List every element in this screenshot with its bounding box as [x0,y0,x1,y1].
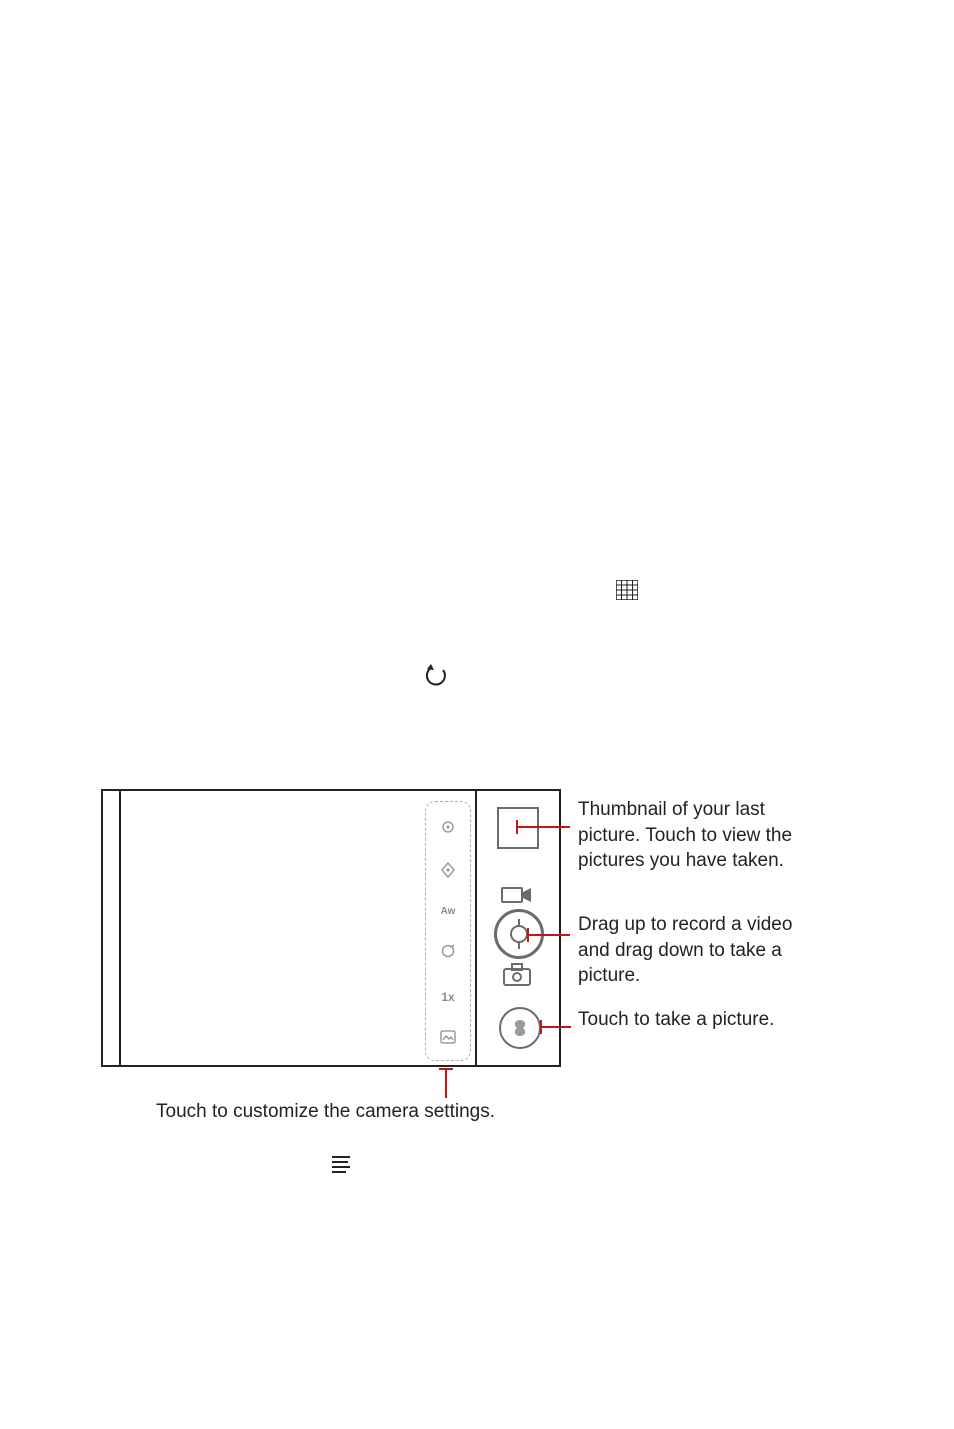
callout-tick-shutter [527,928,529,942]
photo-mode-icon [503,963,531,992]
last-photo-thumbnail[interactable] [497,807,539,849]
menu-lines-icon [330,1155,352,1173]
callout-leader-thumbnail [516,826,570,828]
flash-icon[interactable] [426,820,470,834]
callout-text-switch: Touch to take a picture. [578,1007,798,1033]
callout-text-settings: Touch to customize the camera settings. [156,1099,556,1125]
back-arrow-icon [423,664,449,693]
callout-tick-thumbnail [516,820,518,834]
callout-leader-settings [445,1068,447,1098]
callout-tick-settings [439,1068,453,1070]
zoom-label[interactable]: 1x [426,990,470,1004]
video-mode-icon [501,885,533,910]
gallery-mini-icon[interactable] [426,1030,470,1044]
callout-leader-switch [540,1026,571,1028]
callout-text-shutter: Drag up to record a video and drag down … [578,912,813,989]
callout-tick-switch [540,1020,542,1034]
take-picture-button[interactable] [499,1007,541,1049]
timer-icon[interactable] [426,944,470,958]
camera-settings-group[interactable]: Aw 1x [425,801,471,1061]
aw-label[interactable]: Aw [426,906,470,917]
callout-leader-shutter [527,934,570,936]
grid-icon [616,580,638,600]
camera-ui-diagram: Aw 1x [101,789,561,1067]
callout-text-thumbnail: Thumbnail of your last picture. Touch to… [578,797,808,874]
crosshair-icon[interactable] [426,862,470,878]
